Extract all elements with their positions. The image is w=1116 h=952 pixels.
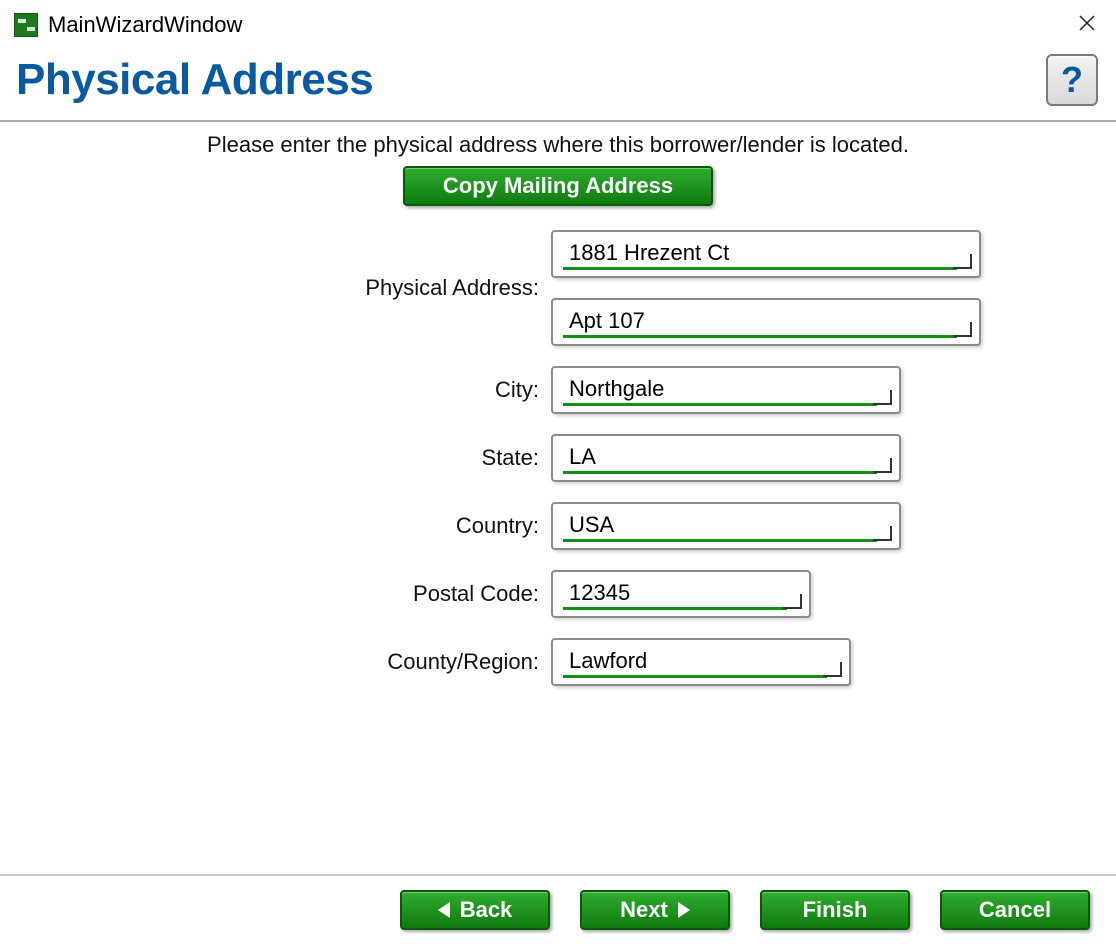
row-country: Country: [135, 502, 981, 550]
app-icon [14, 13, 38, 37]
row-county: County/Region: [135, 638, 981, 686]
back-button[interactable]: Back [400, 890, 550, 930]
triangle-left-icon [438, 902, 450, 918]
field-underline [563, 267, 957, 270]
field-underline [563, 471, 877, 474]
field-underline [563, 607, 787, 610]
titlebar: MainWizardWindow [0, 0, 1116, 50]
finish-button[interactable]: Finish [760, 890, 910, 930]
county-field[interactable] [551, 638, 851, 686]
close-icon[interactable] [1072, 10, 1102, 40]
label-address: Physical Address: [135, 275, 539, 301]
next-label: Next [620, 897, 668, 923]
field-underline [563, 539, 877, 542]
copy-mailing-wrap: Copy Mailing Address [403, 166, 713, 206]
cancel-label: Cancel [979, 897, 1051, 923]
county-input[interactable] [567, 647, 823, 678]
state-field[interactable] [551, 434, 901, 482]
postal-input[interactable] [567, 579, 783, 610]
address1-input[interactable] [567, 239, 953, 270]
content: Please enter the physical address where … [0, 122, 1116, 874]
row-postal: Postal Code: [135, 570, 981, 618]
page-title: Physical Address [16, 55, 373, 105]
back-label: Back [460, 897, 513, 923]
field-underline [563, 335, 957, 338]
titlebar-left: MainWizardWindow [14, 12, 242, 38]
help-button[interactable]: ? [1046, 54, 1098, 106]
instruction-text: Please enter the physical address where … [207, 132, 909, 158]
header: Physical Address ? [0, 50, 1116, 122]
label-state: State: [135, 445, 539, 471]
label-postal: Postal Code: [135, 581, 539, 607]
address-stack [551, 230, 981, 346]
cancel-button[interactable]: Cancel [940, 890, 1090, 930]
form: Physical Address: City: [135, 230, 981, 686]
label-city: City: [135, 377, 539, 403]
row-address: Physical Address: [135, 230, 981, 346]
finish-label: Finish [803, 897, 868, 923]
address2-input[interactable] [567, 307, 953, 338]
field-underline [563, 403, 877, 406]
address1-field[interactable] [551, 230, 981, 278]
label-country: Country: [135, 513, 539, 539]
city-field[interactable] [551, 366, 901, 414]
footer: Back Next Finish Cancel [0, 874, 1116, 952]
address2-field[interactable] [551, 298, 981, 346]
copy-mailing-button[interactable]: Copy Mailing Address [403, 166, 713, 206]
country-input[interactable] [567, 511, 873, 542]
row-state: State: [135, 434, 981, 482]
city-input[interactable] [567, 375, 873, 406]
window-title: MainWizardWindow [48, 12, 242, 38]
label-county: County/Region: [135, 649, 539, 675]
help-icon: ? [1055, 63, 1089, 97]
postal-field[interactable] [551, 570, 811, 618]
triangle-right-icon [678, 902, 690, 918]
field-underline [563, 675, 827, 678]
country-field[interactable] [551, 502, 901, 550]
copy-mailing-label: Copy Mailing Address [443, 173, 673, 199]
row-city: City: [135, 366, 981, 414]
state-input[interactable] [567, 443, 873, 474]
next-button[interactable]: Next [580, 890, 730, 930]
